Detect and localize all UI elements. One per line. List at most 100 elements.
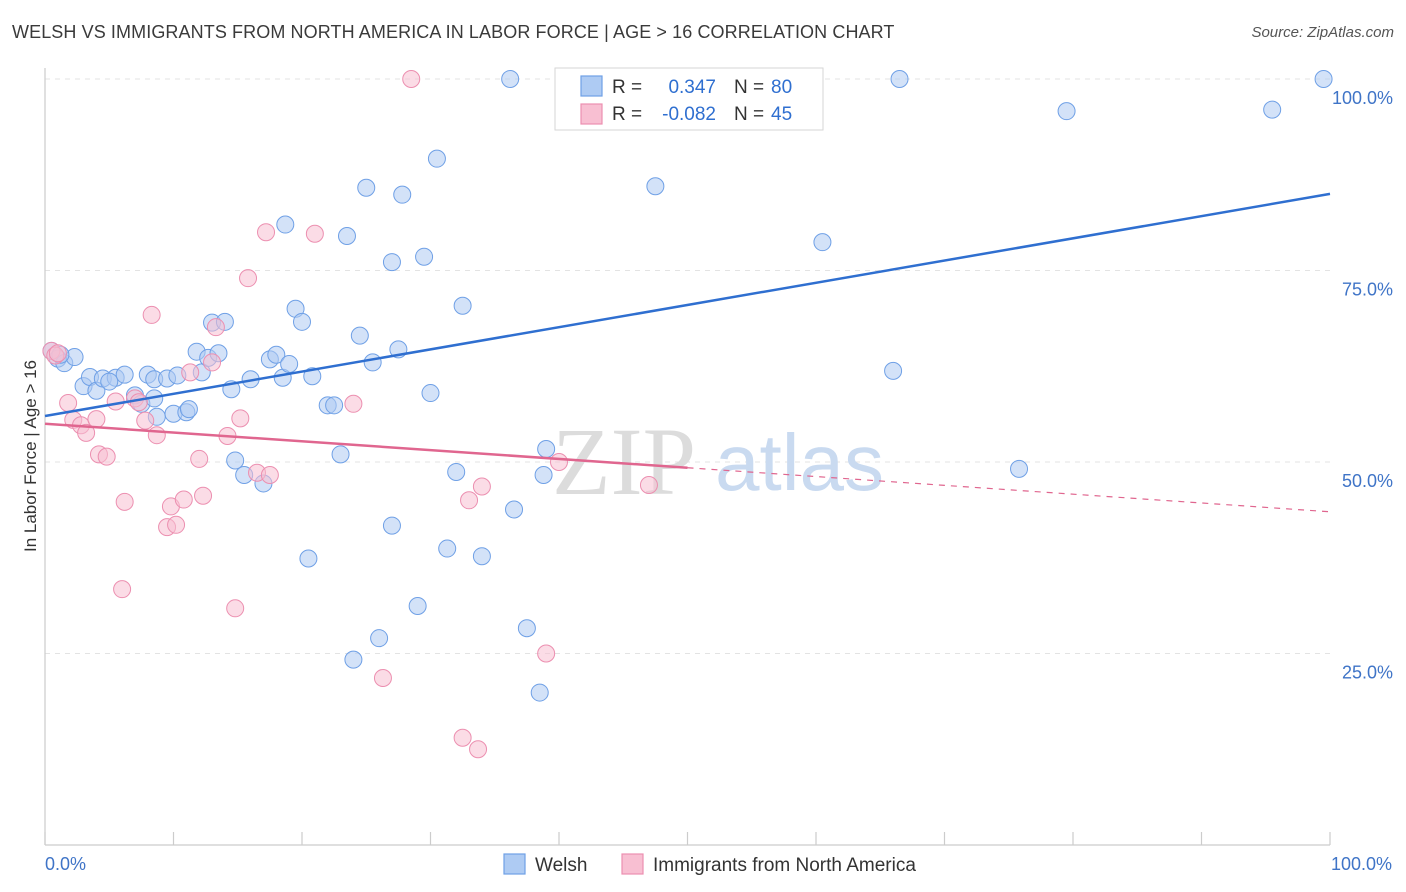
welsh-point[interactable]: [408, 597, 427, 616]
legend-welsh-label[interactable]: Welsh: [535, 855, 587, 876]
immigrants-point[interactable]: [469, 740, 488, 759]
welsh-point[interactable]: [421, 384, 440, 403]
welsh-point[interactable]: [1314, 70, 1333, 88]
welsh-point[interactable]: [267, 345, 286, 364]
y-tick-label-75: 75.0%: [1342, 280, 1393, 300]
legend-welsh-swatch[interactable]: [503, 853, 526, 875]
welsh-point[interactable]: [350, 326, 369, 345]
immigrants-point[interactable]: [537, 644, 556, 663]
immigrants-point[interactable]: [305, 224, 324, 243]
immigrants-point[interactable]: [472, 477, 491, 496]
welsh-point[interactable]: [226, 451, 245, 470]
welsh-point[interactable]: [1057, 102, 1076, 121]
welsh-point[interactable]: [325, 396, 344, 415]
immigrants-point[interactable]: [639, 475, 658, 494]
watermark-atlas: atlas: [715, 418, 884, 507]
immigrants-point[interactable]: [344, 394, 363, 413]
welsh-point[interactable]: [276, 215, 295, 234]
immigrants-point[interactable]: [453, 728, 472, 747]
welsh-point[interactable]: [363, 353, 382, 372]
welsh-point[interactable]: [517, 619, 536, 638]
welsh-point[interactable]: [357, 178, 376, 197]
welsh-point[interactable]: [453, 296, 472, 315]
immigrants-point[interactable]: [129, 393, 148, 412]
immigrants-point[interactable]: [174, 490, 193, 509]
y-axis-label: In Labor Force | Age > 16: [21, 360, 40, 552]
welsh-r-label: R =: [612, 77, 642, 98]
immigrants-point[interactable]: [206, 318, 225, 337]
immigrants-point[interactable]: [260, 466, 279, 485]
immigrants-point[interactable]: [142, 305, 161, 324]
immigrants-point[interactable]: [373, 669, 392, 688]
welsh-point[interactable]: [890, 70, 909, 88]
immigrants-point[interactable]: [226, 599, 245, 618]
legend-immigrants-swatch[interactable]: [621, 853, 644, 875]
welsh-point[interactable]: [393, 185, 412, 204]
welsh-point[interactable]: [1010, 459, 1029, 478]
immigrants-n-label: N =: [734, 104, 764, 125]
welsh-point[interactable]: [537, 439, 556, 458]
immigrants-swatch: [580, 103, 603, 125]
welsh-point[interactable]: [534, 466, 553, 485]
immigrants-point[interactable]: [59, 394, 78, 413]
welsh-point[interactable]: [884, 361, 903, 380]
welsh-point[interactable]: [472, 547, 491, 566]
welsh-point[interactable]: [813, 233, 832, 252]
y-tick-label-50: 50.0%: [1342, 471, 1393, 491]
immigrants-point[interactable]: [231, 409, 250, 428]
welsh-point[interactable]: [344, 650, 363, 669]
immigrants-point[interactable]: [106, 392, 125, 411]
welsh-point[interactable]: [427, 149, 446, 168]
immigrants-point[interactable]: [257, 223, 276, 242]
immigrants-point[interactable]: [203, 353, 222, 372]
welsh-point[interactable]: [382, 253, 401, 272]
immigrants-point[interactable]: [77, 423, 96, 442]
welsh-point[interactable]: [303, 367, 322, 386]
immigrants-point[interactable]: [181, 363, 200, 382]
immigrants-point[interactable]: [48, 344, 67, 363]
immigrants-point[interactable]: [97, 447, 116, 466]
welsh-point[interactable]: [447, 462, 466, 481]
welsh-point[interactable]: [1263, 100, 1282, 119]
source-label: Source: ZipAtlas.com: [1251, 24, 1394, 41]
legend-immigrants-label[interactable]: Immigrants from North America: [653, 855, 916, 876]
chart-title: WELSH VS IMMIGRANTS FROM NORTH AMERICA I…: [12, 22, 895, 42]
immigrants-point[interactable]: [190, 449, 209, 468]
y-tick-labels: 25.0% 50.0% 75.0% 100.0%: [1332, 88, 1393, 683]
welsh-point[interactable]: [293, 312, 311, 331]
welsh-point[interactable]: [331, 445, 350, 464]
immigrants-point[interactable]: [113, 580, 132, 599]
welsh-point[interactable]: [280, 354, 299, 373]
immigrants-point[interactable]: [460, 491, 479, 510]
immigrants-point[interactable]: [147, 426, 166, 445]
welsh-point[interactable]: [438, 539, 457, 558]
welsh-point[interactable]: [299, 549, 318, 568]
welsh-point[interactable]: [530, 683, 549, 702]
immigrants-n-value: 45: [771, 104, 792, 125]
immigrants-point[interactable]: [194, 486, 213, 505]
welsh-point[interactable]: [100, 372, 119, 391]
welsh-point[interactable]: [646, 177, 665, 196]
y-tick-label-25: 25.0%: [1342, 663, 1393, 683]
welsh-point[interactable]: [505, 500, 524, 519]
welsh-point[interactable]: [370, 629, 389, 648]
y-tick-label-100: 100.0%: [1332, 88, 1393, 108]
welsh-point[interactable]: [415, 247, 434, 266]
welsh-point[interactable]: [382, 516, 401, 535]
immigrants-point[interactable]: [550, 453, 568, 471]
immigrants-point[interactable]: [167, 515, 186, 534]
welsh-point[interactable]: [501, 70, 520, 88]
welsh-r-value: 0.347: [668, 77, 716, 98]
welsh-point[interactable]: [337, 227, 356, 246]
immigrants-point[interactable]: [239, 269, 258, 288]
immigrants-point[interactable]: [115, 492, 134, 511]
immigrants-point[interactable]: [402, 70, 421, 88]
immigrants-point[interactable]: [136, 411, 155, 430]
immigrants-point[interactable]: [87, 410, 106, 429]
welsh-n-label: N =: [734, 77, 764, 98]
welsh-swatch: [580, 75, 603, 97]
trend-lines: [44, 192, 1331, 513]
welsh-point[interactable]: [115, 365, 134, 384]
welsh-point[interactable]: [179, 400, 198, 419]
